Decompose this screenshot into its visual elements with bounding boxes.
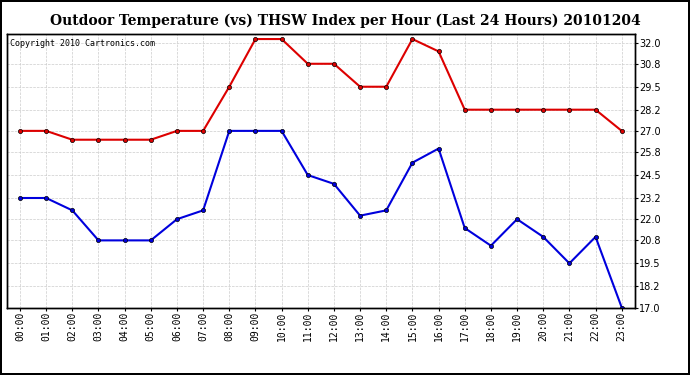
- Text: Outdoor Temperature (vs) THSW Index per Hour (Last 24 Hours) 20101204: Outdoor Temperature (vs) THSW Index per …: [50, 13, 640, 27]
- Text: Copyright 2010 Cartronics.com: Copyright 2010 Cartronics.com: [10, 39, 155, 48]
